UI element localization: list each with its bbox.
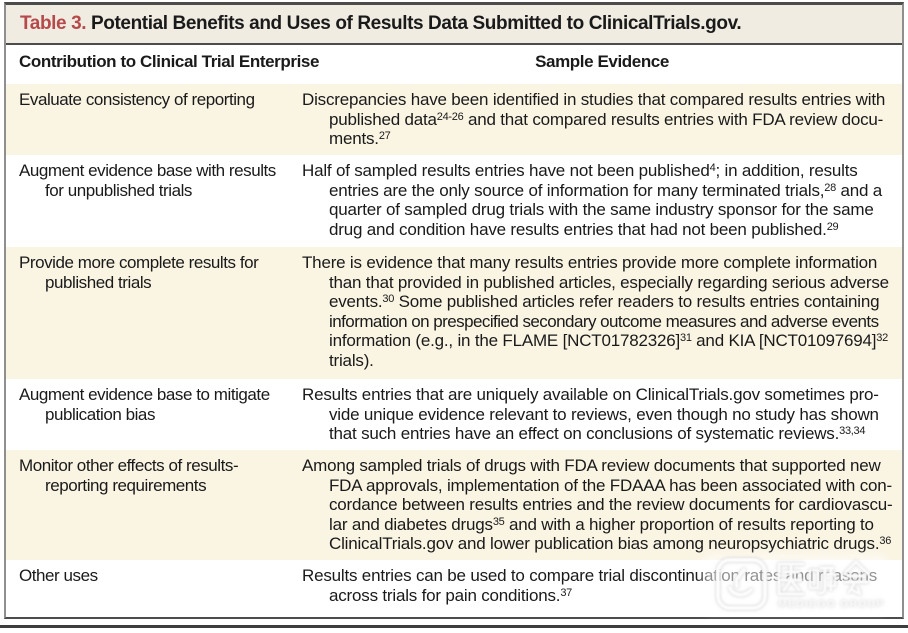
svg-text:MEDIEGO GROUP: MEDIEGO GROUP <box>778 598 885 610</box>
